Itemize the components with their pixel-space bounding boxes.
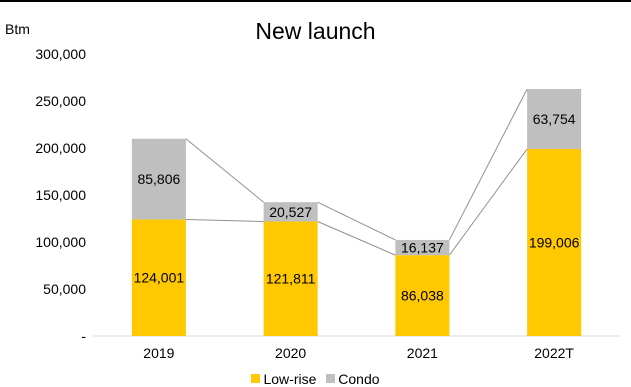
bar-lowrise	[131, 219, 186, 336]
bar-lowrise	[395, 255, 450, 336]
legend-swatch-condo	[326, 374, 336, 383]
bar-condo	[527, 89, 582, 149]
y-tick-label: 100,000	[35, 234, 86, 250]
x-tick-label: 2021	[407, 345, 438, 361]
series-line-lowrise	[317, 221, 396, 256]
y-tick-label: -	[81, 328, 86, 344]
series-line-condo	[185, 138, 264, 203]
bar-condo	[263, 202, 318, 222]
data-label-condo: 63,754	[533, 111, 576, 127]
y-tick-label: 50,000	[43, 281, 86, 297]
data-label-lowrise: 124,001	[134, 270, 185, 286]
x-tick-label: 2020	[275, 345, 306, 361]
data-label-lowrise: 199,006	[529, 234, 580, 250]
chart-title: New launch	[255, 18, 376, 44]
data-label-lowrise: 121,811	[266, 271, 316, 287]
legend-label-lowrise: Low-rise	[263, 370, 317, 387]
y-tick-label: 300,000	[35, 46, 86, 62]
legend-swatch-lowrise	[251, 374, 261, 383]
unit-label: Btm	[5, 21, 30, 37]
x-tick-label: 2019	[143, 345, 174, 361]
bar-condo	[395, 239, 450, 256]
legend-label-condo: Condo	[338, 370, 380, 387]
x-tick-label: 2022T	[534, 345, 574, 361]
data-label-lowrise: 86,038	[401, 288, 444, 304]
bar-condo	[131, 138, 186, 220]
legend: Low-rise Condo	[0, 370, 631, 387]
bar-lowrise	[263, 221, 318, 336]
data-label-condo: 16,137	[401, 240, 444, 256]
series-line-condo	[448, 88, 528, 241]
data-label-condo: 20,527	[269, 204, 312, 220]
series-line-lowrise	[448, 148, 528, 256]
top-rule	[0, 0, 631, 2]
series-line-lowrise	[185, 218, 264, 222]
series-line-condo	[317, 201, 396, 241]
y-tick-label: 200,000	[35, 140, 86, 156]
legend-item-condo: Condo	[326, 370, 380, 387]
y-tick-label: 250,000	[35, 93, 86, 109]
y-tick-label: 150,000	[35, 187, 86, 203]
bar-lowrise	[527, 148, 582, 336]
legend-item-lowrise: Low-rise	[251, 371, 316, 387]
data-label-condo: 85,806	[137, 171, 180, 187]
